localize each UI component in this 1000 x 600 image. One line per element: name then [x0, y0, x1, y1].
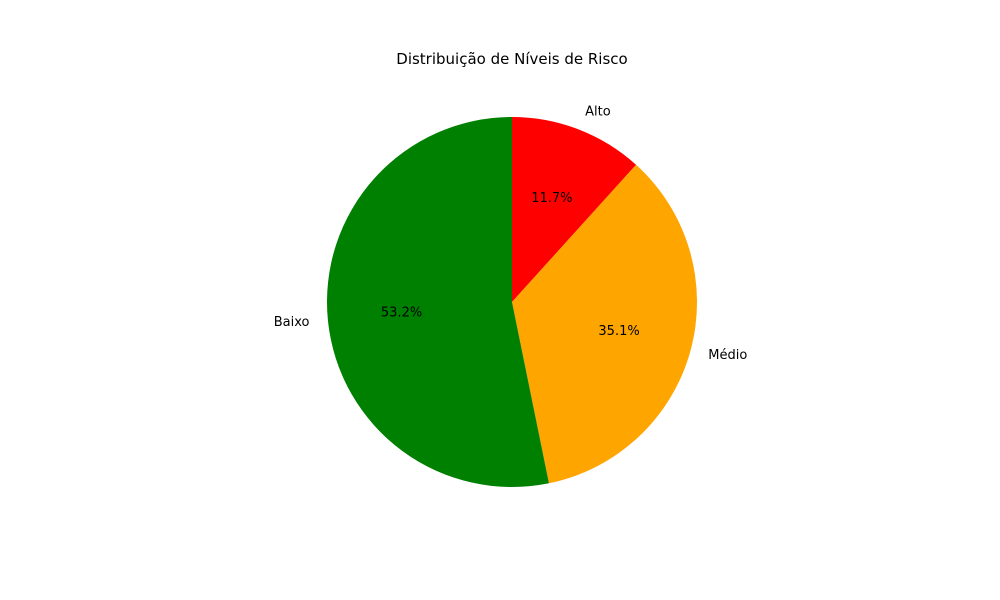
slice-percent-baixo: 53.2% [381, 306, 422, 321]
chart-title: Distribuição de Níveis de Risco [396, 50, 627, 68]
pie-slice-medio [512, 164, 698, 484]
slice-label-medio: Médio [708, 348, 747, 363]
slice-label-alto: Alto [585, 105, 611, 120]
pie-slices [326, 117, 698, 487]
pie-slice-alto [512, 117, 637, 302]
slice-percent-alto: 11.7% [531, 191, 572, 206]
pie-slice-baixo [326, 117, 549, 487]
slice-percent-medio: 35.1% [598, 324, 639, 339]
pie-labels: Alto 11.7% Médio 35.1% Baixo 53.2% [274, 105, 748, 364]
slice-label-baixo: Baixo [274, 315, 310, 330]
